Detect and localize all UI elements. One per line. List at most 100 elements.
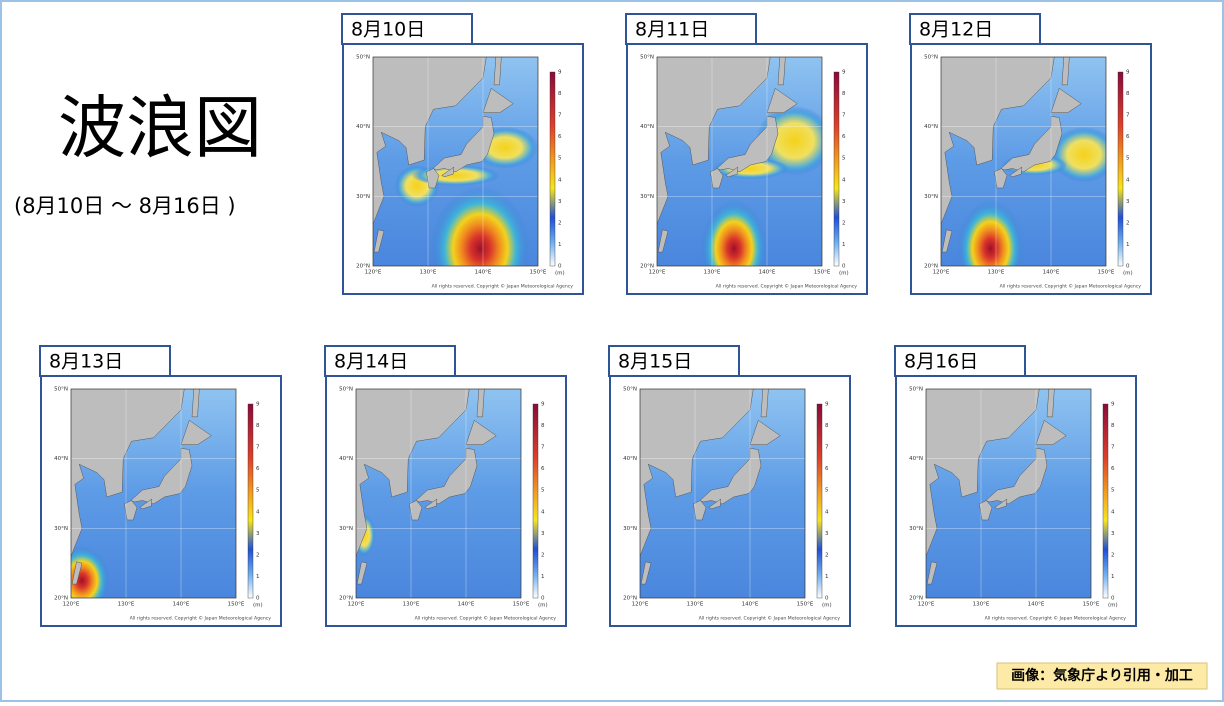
lon-label: 130°E [988,270,1005,276]
colorbar [833,71,840,267]
scale-label: 4 [1126,177,1130,183]
scale-label: 0 [1126,264,1130,270]
scale-label: 4 [541,509,545,515]
scale-label: 2 [1126,220,1130,226]
scale-label: 0 [256,596,260,602]
wave-area [430,185,530,266]
land [926,389,1040,557]
land [130,447,193,505]
lon-label: 130°E [973,602,990,608]
scale-label: 1 [256,574,260,580]
scale-label: 2 [1111,552,1115,558]
land [441,166,455,178]
land [373,229,385,253]
scale-label: 3 [825,531,829,537]
copyright: All rights reserved. Copyright © Japan M… [1000,283,1142,290]
lat-label: 50°N [640,55,654,61]
copyright: All rights reserved. Copyright © Japan M… [130,615,272,622]
land [124,500,138,521]
land [432,115,495,173]
date-label: 8月11日 [635,19,709,41]
scale-label: 8 [558,91,562,97]
lat-label: 30°N [339,526,353,532]
land [356,561,368,585]
lat-label: 20°N [909,596,923,602]
wave-map [373,57,538,266]
scale-label: 2 [842,220,846,226]
scale-label: 3 [1111,531,1115,537]
credit-box [996,662,1208,690]
lat-label: 40°N [339,456,353,462]
scale-label: 2 [256,552,260,558]
colorbar [532,403,539,599]
scale-label: 7 [842,113,846,119]
lon-label: 130°E [118,602,135,608]
map-border [372,56,539,267]
land [693,500,707,521]
land [1009,166,1023,178]
land [424,498,438,510]
scale-label: 4 [825,509,829,515]
scale-label: 3 [842,199,846,205]
land [139,498,153,510]
lat-label: 20°N [924,264,938,270]
scale-label: 4 [558,177,562,183]
lat-label: 30°N [909,526,923,532]
date-label: 8月12日 [919,19,993,41]
lon-label: 120°E [918,602,935,608]
scale-label: 0 [825,596,829,602]
lon-label: 140°E [759,270,776,276]
date-tab [608,345,740,377]
date-label: 8月14日 [334,351,408,373]
scale-label: 6 [558,134,562,140]
land [493,57,502,86]
scale-label: 5 [558,156,562,162]
land [777,57,786,86]
lon-label: 120°E [933,270,950,276]
lon-label: 150°E [797,602,814,608]
lon-label: 120°E [365,270,382,276]
land [749,419,781,445]
scale-label: 4 [1111,509,1115,515]
land [716,115,779,173]
land [994,168,1008,189]
lon-label: 150°E [513,602,530,608]
date-tab [341,13,473,45]
lon-label: 130°E [420,270,437,276]
scale-label: 5 [1126,156,1130,162]
land [1050,87,1082,113]
lat-label: 50°N [339,387,353,393]
scale-label: 8 [825,423,829,429]
scale-label: 5 [825,488,829,494]
unit-label: (m) [839,271,849,277]
wave-area [71,545,110,598]
scale-label: 2 [558,220,562,226]
land [71,561,83,585]
wave-area [957,199,1024,266]
lat-label: 20°N [623,596,637,602]
scale-label: 6 [825,466,829,472]
scale-label: 9 [825,402,829,408]
lon-label: 120°E [632,602,649,608]
slide-title: 波浪図 [58,90,262,169]
lon-label: 150°E [814,270,831,276]
scale-label: 7 [256,445,260,451]
land [941,57,1055,225]
scale-label: 1 [842,242,846,248]
land [1061,57,1070,86]
land [482,87,514,113]
lat-label: 40°N [623,456,637,462]
land [415,447,478,505]
land [941,229,953,253]
map-border [656,56,823,267]
land [926,561,938,585]
unit-label: (m) [1108,603,1118,609]
lat-label: 20°N [339,596,353,602]
land [426,168,440,189]
map-border [639,388,806,599]
map-border [925,388,1092,599]
scale-label: 0 [541,596,545,602]
